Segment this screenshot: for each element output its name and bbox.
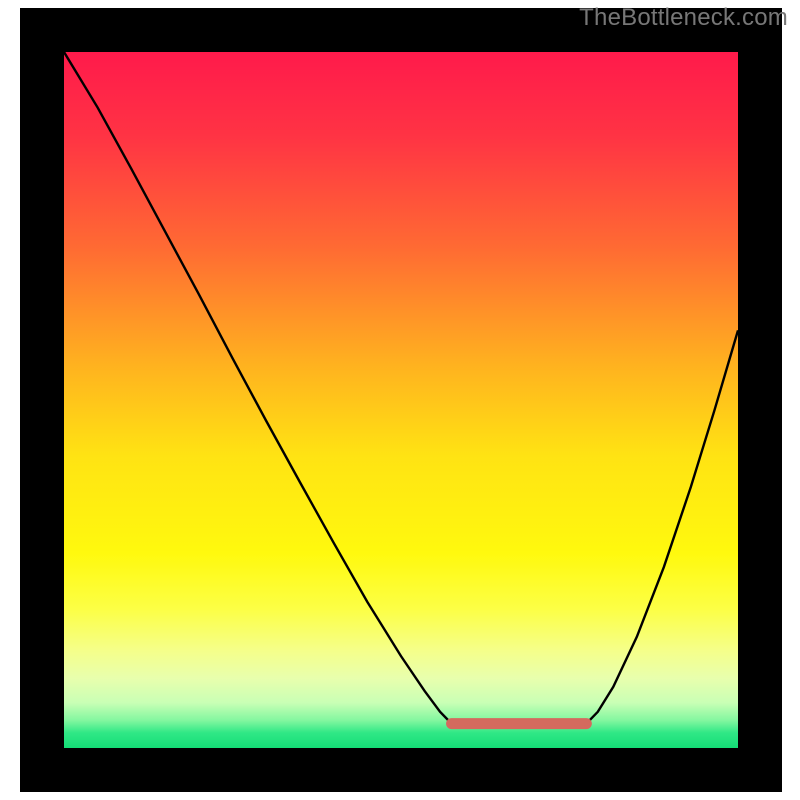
attribution-text: TheBottleneck.com — [579, 4, 788, 32]
bottleneck-curve-chart — [0, 0, 800, 800]
chart-container: TheBottleneck.com — [0, 0, 800, 800]
gradient-background — [64, 52, 738, 748]
